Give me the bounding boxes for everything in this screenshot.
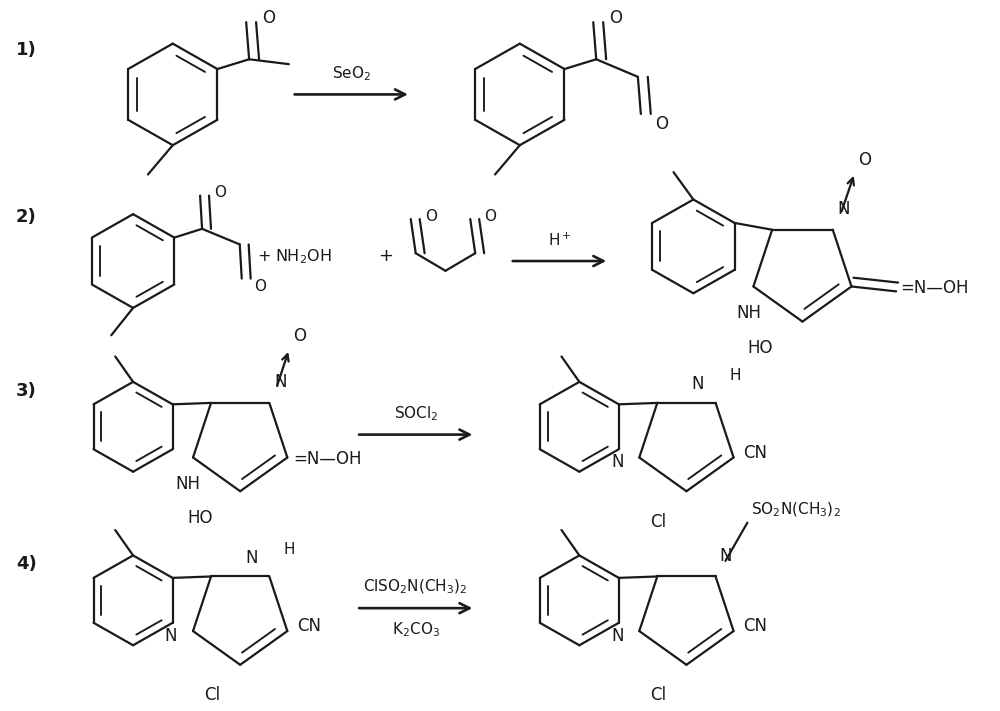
Text: O: O xyxy=(484,208,496,224)
Text: O: O xyxy=(609,9,622,27)
Text: CN: CN xyxy=(297,617,321,635)
Text: ClSO$_2$N(CH$_3$)$_2$: ClSO$_2$N(CH$_3$)$_2$ xyxy=(363,578,468,597)
Text: O: O xyxy=(859,151,872,169)
Text: 2): 2) xyxy=(16,208,37,226)
Text: 4): 4) xyxy=(16,555,37,573)
Text: SeO$_2$: SeO$_2$ xyxy=(332,64,371,82)
Text: SO$_2$N(CH$_3$)$_2$: SO$_2$N(CH$_3$)$_2$ xyxy=(751,501,841,519)
Text: N: N xyxy=(245,549,257,567)
Text: =N—OH: =N—OH xyxy=(293,451,362,469)
Text: O: O xyxy=(254,279,266,294)
Text: +: + xyxy=(378,247,393,265)
Text: N: N xyxy=(691,375,704,393)
Text: K$_2$CO$_3$: K$_2$CO$_3$ xyxy=(392,620,440,638)
Text: O: O xyxy=(425,208,437,224)
Text: Cl: Cl xyxy=(650,513,667,530)
Text: N: N xyxy=(611,454,623,471)
Text: H$^+$: H$^+$ xyxy=(548,232,571,250)
Text: O: O xyxy=(655,114,668,133)
Text: O: O xyxy=(293,327,306,346)
Text: HO: HO xyxy=(187,509,212,527)
Text: CN: CN xyxy=(744,617,768,635)
Text: 1): 1) xyxy=(16,41,37,60)
Text: N: N xyxy=(720,547,732,565)
Text: 3): 3) xyxy=(16,382,37,400)
Text: CN: CN xyxy=(744,444,768,461)
Text: Cl: Cl xyxy=(204,686,220,705)
Text: Cl: Cl xyxy=(650,686,667,705)
Text: O: O xyxy=(262,9,275,27)
Text: =N—OH: =N—OH xyxy=(900,279,969,297)
Text: SOCl$_2$: SOCl$_2$ xyxy=(394,404,438,423)
Text: NH: NH xyxy=(176,475,201,493)
Text: + NH$_2$OH: + NH$_2$OH xyxy=(257,247,332,265)
Text: HO: HO xyxy=(747,339,773,357)
Text: H: H xyxy=(283,542,295,557)
Text: O: O xyxy=(214,185,226,201)
Text: N: N xyxy=(838,200,850,218)
Text: NH: NH xyxy=(736,304,761,322)
Text: N: N xyxy=(274,373,287,391)
Text: N: N xyxy=(165,627,177,645)
Text: H: H xyxy=(729,368,741,383)
Text: N: N xyxy=(611,627,623,645)
